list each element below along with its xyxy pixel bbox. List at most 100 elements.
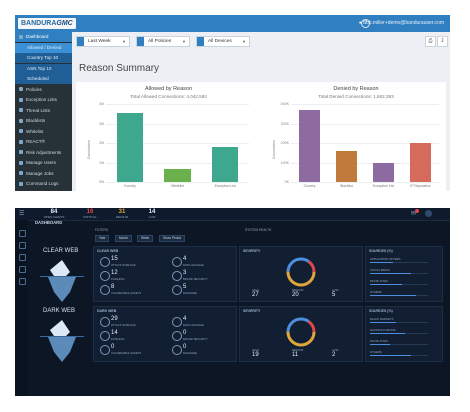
metric-label: DATA LEAKAGE xyxy=(183,323,204,327)
nav-reports-icon[interactable] xyxy=(19,266,26,273)
nav-assets-icon[interactable] xyxy=(19,254,26,261)
period-button[interactable]: Month xyxy=(115,235,132,242)
severity-level-value: 5 xyxy=(332,292,336,298)
metric-item[interactable]: 12 PHISHING xyxy=(100,270,164,283)
metric-item[interactable]: 29 ATTACK SURFACE xyxy=(100,316,164,329)
metric-item[interactable]: 5 MALWARE xyxy=(172,284,236,297)
sidebar-item-label: Country Top 10 xyxy=(27,55,59,60)
sidebar-item[interactable]: Command Logs xyxy=(15,179,72,189)
metric-item[interactable]: 3 BRAND SECURITY xyxy=(172,270,236,283)
metric-label: PHISHING xyxy=(111,337,125,341)
alert-stat[interactable]: 31 MEDIUM xyxy=(109,209,135,219)
alert-stat[interactable]: 14 LOW xyxy=(139,209,165,219)
sidebar-item-label: ASN Top 10 xyxy=(27,65,52,71)
devices-select[interactable]: All Devices ▼ xyxy=(196,36,250,47)
source-bar-track xyxy=(370,284,428,285)
calendar-icon xyxy=(77,37,84,46)
user-menu[interactable]: ● bob.miller+demo@bandurauser.com xyxy=(359,20,444,26)
bar-ip-reputation[interactable] xyxy=(410,143,431,182)
nav-alerts-icon[interactable] xyxy=(19,242,26,249)
bar-blacklist[interactable] xyxy=(336,150,357,182)
source-bar-track xyxy=(370,333,428,334)
nav-dashboard-icon[interactable] xyxy=(19,230,26,237)
metric-item[interactable]: 4 DATA LEAKAGE xyxy=(172,316,236,329)
menu-icon[interactable]: ☰ xyxy=(19,211,25,217)
bar-country[interactable] xyxy=(116,112,143,182)
sidebar-item-label: Exception Lists xyxy=(26,97,57,102)
alert-stat-value: 14 xyxy=(148,209,156,215)
metric-item[interactable]: 4 DATA LEAKAGE xyxy=(172,256,236,269)
metric-label: VULNERABLE ASSETS xyxy=(111,291,142,295)
metric-icon xyxy=(100,257,110,267)
source-label: APPLICATION STORES xyxy=(370,257,401,261)
system-health-label: SYSTEM HEALTH xyxy=(245,228,272,232)
top-navbar: BANDURAGMC ? ● bob.miller+demo@banduraus… xyxy=(15,15,450,32)
page-title: Reason Summary xyxy=(79,63,160,74)
app-logo[interactable]: BANDURAGMC xyxy=(18,18,76,29)
sidebar-item[interactable]: Manage Jobs xyxy=(15,169,72,179)
date-range-select[interactable]: Last Week ▼ xyxy=(76,36,130,47)
nav-settings-icon[interactable] xyxy=(19,278,26,285)
sidebar-item[interactable]: Country Top 10 xyxy=(15,53,72,63)
period-button[interactable]: Show Period xyxy=(159,235,186,242)
sidebar-item-icon xyxy=(19,160,23,165)
source-row: BLACK MARKETS xyxy=(370,317,428,323)
metric-label: PHISHING xyxy=(111,277,125,281)
metric-item[interactable]: 14 PHISHING xyxy=(100,330,164,343)
source-row: APPLICATION STORES xyxy=(370,257,428,263)
avatar[interactable] xyxy=(425,210,432,217)
sidebar-item[interactable]: ASN Top 10 xyxy=(15,63,72,74)
sidebar-item[interactable]: Whitelist xyxy=(15,127,72,137)
sidebar-item[interactable]: Policies xyxy=(15,85,72,95)
chart-subtitle: Total Denied Connections: 1,862,393 xyxy=(318,94,394,99)
policy-icon xyxy=(137,37,144,46)
period-button[interactable]: Year xyxy=(95,235,110,242)
metric-item[interactable]: 0 BRAND SECURITY xyxy=(172,330,236,343)
side-rail xyxy=(15,220,28,396)
metric-item[interactable]: 0 VULNERABLE ASSETS xyxy=(100,344,164,357)
bar-exception-list[interactable] xyxy=(212,146,239,182)
x-tick-label: Blacklist xyxy=(340,184,353,188)
sidebar-item[interactable]: Risk Adjustments xyxy=(15,148,72,158)
sidebar-item[interactable]: Exception Lists xyxy=(15,95,72,105)
metric-item[interactable]: 8 VULNERABLE ASSETS xyxy=(100,284,164,297)
period-button[interactable]: Week xyxy=(137,235,154,242)
policies-select[interactable]: All Policies ▼ xyxy=(136,36,190,47)
metrics-card: CLEAR WEB 15 ATTACK SURFACE 4 DATA LEAKAGE 12… xyxy=(93,246,237,302)
source-row: PASTE SITES xyxy=(370,339,428,345)
sidebar-item[interactable]: Allowed / Denied xyxy=(15,42,72,53)
alert-stat-value: 84 xyxy=(50,209,58,215)
export-icon[interactable]: ↧ xyxy=(437,36,448,47)
alert-stat[interactable]: 84 OPEN ALERTS xyxy=(41,209,67,219)
alert-stat-label: MEDIUM xyxy=(115,215,129,219)
metric-item[interactable]: 0 MALWARE xyxy=(172,344,236,357)
grid-line xyxy=(291,182,439,183)
alert-stat[interactable]: 16 CRITICAL xyxy=(77,209,103,219)
notification-icon[interactable]: ✉ xyxy=(410,211,416,217)
sidebar-item[interactable]: REACT® xyxy=(15,137,72,147)
sidebar-item[interactable]: Threat Lists xyxy=(15,106,72,116)
metric-value: 4 xyxy=(183,256,187,262)
print-icon[interactable]: ⎙ xyxy=(425,36,436,47)
grid-line xyxy=(291,104,439,105)
bar-exception-list[interactable] xyxy=(373,163,394,182)
sidebar-item[interactable]: Blacklists xyxy=(15,116,72,126)
metric-label: MALWARE xyxy=(183,291,197,295)
policies-value: All Policies xyxy=(148,39,172,44)
severity-level-value: 2 xyxy=(332,352,336,358)
metric-icon xyxy=(172,271,182,281)
help-icon[interactable]: ? xyxy=(361,19,370,28)
bar-country[interactable] xyxy=(299,109,320,182)
device-icon xyxy=(197,37,204,46)
metric-icon xyxy=(100,331,110,341)
sidebar-item[interactable]: Manage Users xyxy=(15,158,72,168)
severity-level-value: 11 xyxy=(292,352,299,358)
sidebar-item[interactable]: Dashboard xyxy=(15,32,72,42)
metric-icon xyxy=(100,317,110,327)
sidebar-item[interactable]: Scheduled xyxy=(15,74,72,84)
x-tick-label: Exception List xyxy=(214,184,236,188)
grid-line xyxy=(106,123,249,125)
bar-whitelist[interactable] xyxy=(164,169,191,182)
metric-item[interactable]: 15 ATTACK SURFACE xyxy=(100,256,164,269)
source-bar-fill xyxy=(370,273,411,274)
